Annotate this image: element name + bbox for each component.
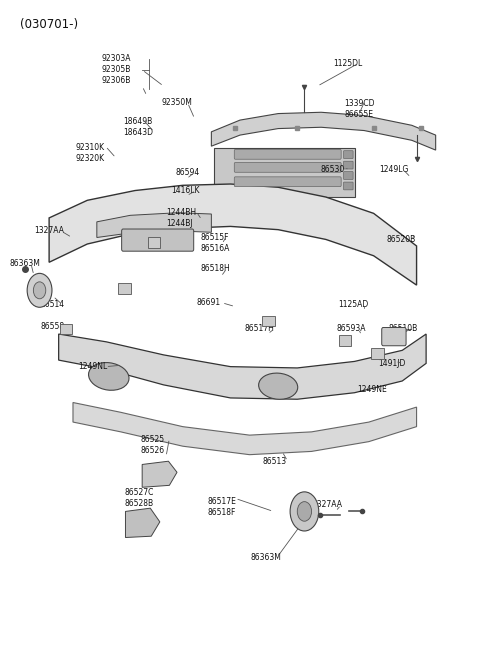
Bar <box>263 316 275 326</box>
Text: 1327AA: 1327AA <box>312 500 343 510</box>
Text: 86520B: 86520B <box>387 235 416 244</box>
Circle shape <box>34 282 46 299</box>
Circle shape <box>27 273 52 307</box>
Text: 1416LK: 1416LK <box>171 186 199 195</box>
Text: 1249LG: 1249LG <box>379 165 409 174</box>
Text: 18649B
18643D: 18649B 18643D <box>123 117 153 137</box>
FancyBboxPatch shape <box>234 149 341 159</box>
Text: 86363M: 86363M <box>251 553 281 561</box>
Text: 86363M: 86363M <box>10 259 41 268</box>
Polygon shape <box>211 112 436 150</box>
Bar <box>148 238 160 248</box>
Text: 86518H: 86518H <box>201 265 230 273</box>
FancyBboxPatch shape <box>121 229 194 251</box>
Bar <box>339 335 351 346</box>
Bar <box>60 324 72 334</box>
Text: 86558: 86558 <box>40 322 65 331</box>
Text: 86513: 86513 <box>263 457 287 466</box>
Polygon shape <box>214 148 355 197</box>
Text: 92303A
92305B
92306B: 92303A 92305B 92306B <box>102 54 131 85</box>
Text: 86530: 86530 <box>320 165 345 174</box>
FancyBboxPatch shape <box>344 182 353 190</box>
FancyBboxPatch shape <box>382 328 406 346</box>
Polygon shape <box>125 508 160 538</box>
Text: 86593A: 86593A <box>336 324 366 333</box>
Text: 86527C
86528B: 86527C 86528B <box>124 489 154 508</box>
Text: 1249NL: 1249NL <box>79 362 108 371</box>
Bar <box>118 283 131 293</box>
Polygon shape <box>73 403 417 455</box>
FancyBboxPatch shape <box>234 177 341 187</box>
Text: 1491JD: 1491JD <box>378 359 406 368</box>
Text: 92310K
92320K: 92310K 92320K <box>75 143 105 162</box>
Polygon shape <box>142 461 177 487</box>
Text: 86691: 86691 <box>196 298 220 307</box>
Text: (030701-): (030701-) <box>21 18 79 31</box>
FancyBboxPatch shape <box>234 162 341 172</box>
Text: 1249NE: 1249NE <box>357 385 387 394</box>
Bar <box>371 348 384 359</box>
FancyBboxPatch shape <box>344 161 353 169</box>
Text: 86517H: 86517H <box>245 324 275 333</box>
Ellipse shape <box>259 373 298 400</box>
Text: 86594: 86594 <box>176 168 200 177</box>
Text: 1339CD
86655E: 1339CD 86655E <box>344 99 374 119</box>
Text: 1327AA: 1327AA <box>34 227 64 235</box>
Text: 86510B: 86510B <box>389 324 418 333</box>
Text: 86517E
86518F: 86517E 86518F <box>207 496 237 517</box>
Circle shape <box>290 492 319 531</box>
Polygon shape <box>59 334 426 400</box>
Text: 86515F
86516A: 86515F 86516A <box>201 233 230 253</box>
Circle shape <box>297 502 312 521</box>
Text: 1125AD: 1125AD <box>338 300 368 309</box>
FancyBboxPatch shape <box>344 172 353 179</box>
Text: 1125DL: 1125DL <box>333 59 362 68</box>
Polygon shape <box>97 213 211 238</box>
Text: 86525
86526: 86525 86526 <box>141 435 165 455</box>
Text: 92350M: 92350M <box>161 98 192 107</box>
Text: 86514: 86514 <box>40 300 65 309</box>
FancyBboxPatch shape <box>344 151 353 159</box>
Text: 1244BH
1244BJ: 1244BH 1244BJ <box>166 208 196 228</box>
Ellipse shape <box>88 363 129 390</box>
Polygon shape <box>49 184 417 285</box>
